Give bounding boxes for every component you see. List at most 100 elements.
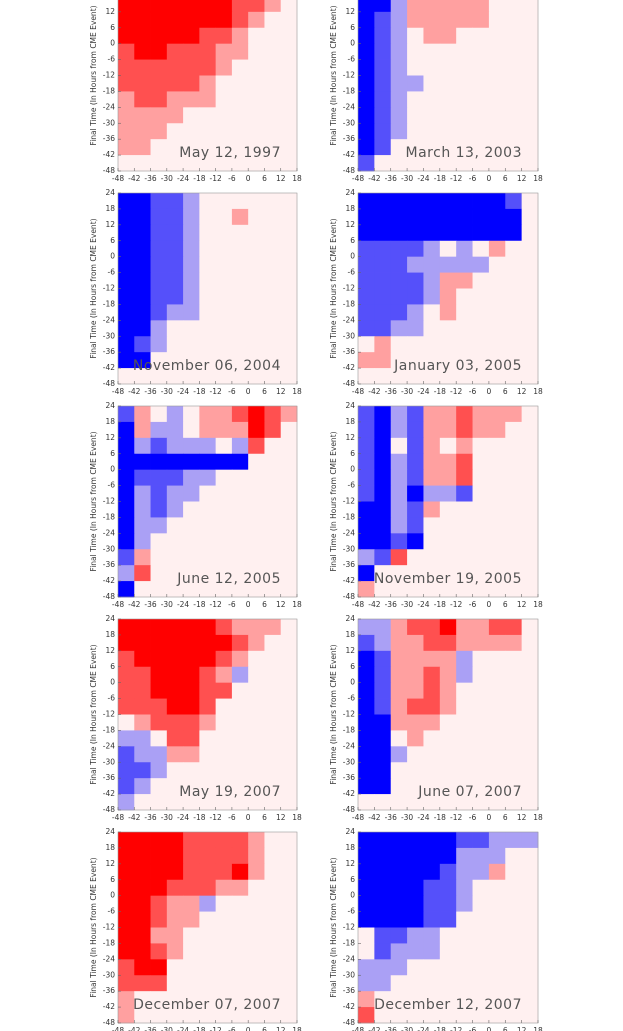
heat-cell	[390, 485, 408, 502]
heat-cell	[183, 193, 200, 210]
heat-cell	[166, 533, 184, 550]
heat-cell	[488, 619, 506, 636]
heat-cell	[423, 847, 441, 865]
heat-cell	[488, 43, 506, 60]
heat-cell	[521, 139, 539, 156]
heat-cell	[505, 272, 523, 289]
heat-cell	[407, 517, 424, 534]
y-tick-label: 24	[105, 827, 115, 836]
heat-cell	[231, 11, 249, 29]
heat-cell	[521, 240, 539, 258]
heat-cell	[472, 27, 490, 45]
heat-cell	[456, 336, 473, 353]
heat-cell	[439, 911, 457, 928]
heat-cell	[505, 11, 523, 29]
heat-cell	[374, 517, 392, 534]
heat-cell	[215, 794, 233, 811]
heat-cell	[134, 549, 151, 566]
heat-cell	[390, 91, 408, 108]
heat-cell	[280, 927, 298, 944]
heat-cell	[280, 778, 298, 795]
heat-cell	[472, 549, 490, 566]
heat-cell	[118, 666, 135, 684]
heat-cell	[521, 272, 539, 289]
heat-cell	[423, 123, 441, 140]
heat-cell	[488, 714, 506, 731]
heat-cell	[118, 91, 135, 108]
heat-cell	[231, 272, 249, 289]
heat-cell	[488, 320, 506, 337]
y-axis-label: Final Time (In Hours from CME Event)	[89, 5, 98, 145]
heat-cell	[374, 895, 392, 912]
annotation: May 19, 2007	[179, 784, 281, 800]
heat-cell	[199, 832, 217, 849]
heat-cell	[521, 517, 539, 534]
x-tick-label: -42	[368, 600, 380, 609]
heat-cell	[215, 1007, 233, 1024]
heat-cell	[521, 224, 539, 242]
annotation: December 12, 2007	[374, 997, 522, 1013]
heat-cell	[358, 0, 375, 13]
heat-cell	[183, 240, 200, 258]
x-tick-label: -42	[128, 813, 140, 822]
x-tick-label: 6	[503, 813, 508, 822]
heat-cell	[423, 406, 441, 423]
heat-cell	[407, 304, 424, 321]
heat-cell	[374, 533, 392, 550]
heat-cell	[118, 832, 135, 849]
heat-cell	[423, 730, 441, 747]
heat-cell	[199, 256, 217, 273]
y-tick-label: -36	[343, 347, 355, 356]
heat-cell	[472, 437, 490, 455]
heat-cell	[150, 879, 168, 897]
heat-cell	[280, 43, 298, 60]
heat-cell	[215, 288, 233, 305]
heat-cell	[199, 549, 217, 566]
heat-cell	[423, 879, 441, 897]
heat-cell	[521, 501, 539, 518]
heat-cell	[183, 256, 200, 273]
heat-cell	[118, 581, 135, 598]
heat-cell	[231, 437, 249, 455]
heat-cell	[166, 911, 184, 928]
heat-cell	[248, 193, 265, 210]
heat-cell	[280, 975, 298, 992]
y-tick-label: -18	[103, 86, 115, 95]
heat-cell	[423, 975, 441, 992]
heat-cell	[439, 208, 457, 226]
heat-cell	[358, 847, 375, 865]
heat-cell	[231, 778, 249, 795]
heat-cell	[264, 193, 282, 210]
heat-cell	[199, 959, 217, 976]
heat-cell	[134, 469, 151, 486]
heat-cell	[390, 1007, 408, 1024]
heat-cell	[231, 485, 249, 502]
heat-cell	[488, 581, 506, 598]
heat-cell	[150, 208, 168, 226]
heat-cell	[199, 619, 217, 636]
heat-cell	[150, 91, 168, 108]
heat-cell	[456, 27, 473, 45]
heat-cell	[118, 501, 135, 518]
y-tick-label: 6	[110, 236, 115, 245]
heat-cell	[199, 911, 217, 928]
heat-cell	[166, 927, 184, 944]
heat-cell	[358, 746, 375, 763]
heat-cell	[215, 619, 233, 636]
heat-cell	[150, 895, 168, 912]
heat-cell	[407, 11, 424, 29]
heat-cell	[231, 453, 249, 471]
heat-cell	[183, 634, 200, 652]
heat-cell	[407, 879, 424, 897]
heat-cell	[231, 193, 249, 210]
heat-cell	[183, 619, 200, 636]
heat-cell	[150, 794, 168, 811]
heat-cell	[264, 406, 282, 423]
heat-cell	[231, 406, 249, 423]
heat-cell	[280, 155, 298, 172]
heat-cell	[439, 469, 457, 486]
heat-cell	[472, 682, 490, 699]
heat-cell	[439, 533, 457, 550]
x-tick-label: -12	[450, 1026, 462, 1031]
heat-cell	[423, 714, 441, 731]
